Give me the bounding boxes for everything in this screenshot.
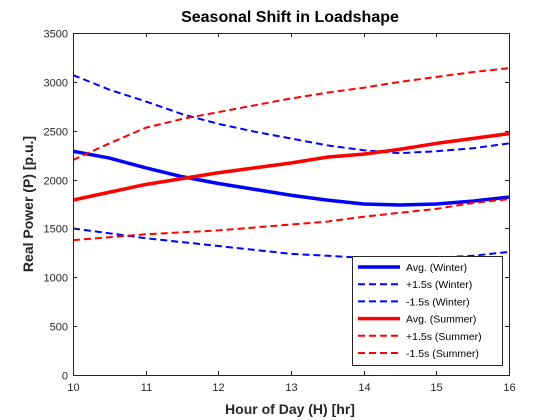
- y-tick-label: 2000: [44, 176, 68, 188]
- y-tick-label: 0: [62, 371, 68, 383]
- series-line-1-5s-winter: [73, 74, 509, 155]
- y-tick-label: 500: [50, 322, 68, 334]
- x-axis-label: Hour of Day (H) [hr]: [225, 401, 355, 417]
- ticks: 10 11 12 13 14 15 16 0 500 1000 1500 2000 2500 3000 35…: [44, 29, 516, 395]
- series-line-1-5s-summer: [73, 67, 509, 161]
- legend-label: Avg. (Winter): [406, 262, 467, 274]
- x-tick-label: 15: [430, 382, 442, 394]
- legend-label: Avg. (Summer): [406, 314, 476, 326]
- y-tick-label: 3500: [44, 29, 68, 41]
- y-tick-label: 1500: [44, 224, 68, 236]
- legend-label: +1.5s (Winter): [406, 279, 472, 291]
- legend-label: +1.5s (Summer): [406, 331, 482, 343]
- x-tick-label: 11: [141, 382, 152, 394]
- x-tick-label: 10: [67, 382, 79, 394]
- x-tick-label: 16: [503, 382, 515, 394]
- legend-label: -1.5s (Winter): [406, 296, 470, 308]
- y-tick-label: 2500: [44, 127, 68, 139]
- series-line-avg-summer: [73, 131, 509, 202]
- chart-title: Seasonal Shift in Loadshape: [181, 9, 399, 26]
- x-tick-label: 14: [358, 382, 370, 394]
- x-tick-label: 13: [285, 382, 297, 394]
- legend-label: -1.5s (Summer): [406, 348, 479, 360]
- y-axis-label: Real Power (P) [p.u.]: [20, 136, 36, 272]
- legend-box: [352, 256, 503, 367]
- y-tick-label: 3000: [44, 78, 68, 90]
- y-tick-label: 1000: [44, 273, 68, 285]
- legend: Avg. (Winter) +1.5s (Winter) -1.5s (Winter…: [352, 256, 503, 367]
- series-line-avg-winter: [73, 149, 509, 207]
- x-tick-label: 12: [212, 382, 224, 394]
- series-line-1-5s-summer: [73, 198, 509, 242]
